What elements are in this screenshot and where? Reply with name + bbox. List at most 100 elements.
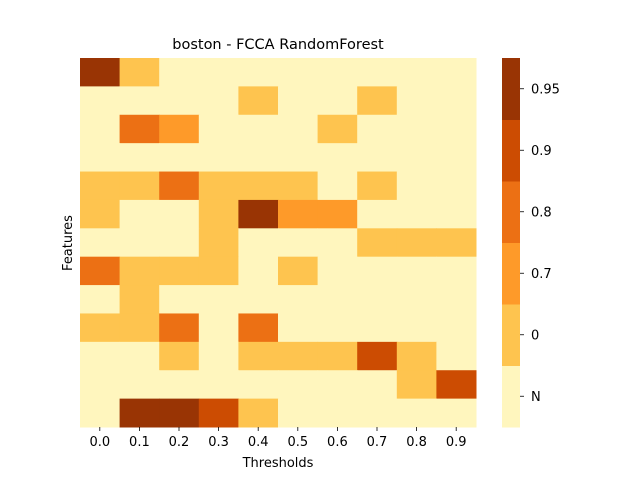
heatmap-cell bbox=[159, 86, 200, 116]
heatmap-cell bbox=[278, 313, 319, 343]
heatmap-cell bbox=[80, 86, 121, 116]
heatmap-cell bbox=[278, 370, 319, 400]
heatmap-cell bbox=[198, 171, 239, 201]
heatmap-cell bbox=[436, 171, 477, 201]
heatmap-cell bbox=[119, 58, 160, 87]
colorbar-segment bbox=[502, 304, 520, 366]
y-axis-label: Features bbox=[61, 215, 76, 271]
heatmap-cell bbox=[238, 341, 279, 371]
heatmap-cell bbox=[198, 370, 239, 400]
heatmap-cell bbox=[119, 228, 160, 258]
x-axis-label: Thresholds bbox=[242, 456, 314, 471]
heatmap-cell bbox=[159, 228, 200, 258]
heatmap-cell bbox=[238, 199, 279, 229]
heatmap-cell bbox=[317, 256, 358, 286]
heatmap-cell bbox=[436, 313, 477, 343]
heatmap-cell bbox=[238, 114, 279, 144]
heatmap-cell bbox=[198, 313, 239, 343]
heatmap-cell bbox=[80, 285, 121, 314]
colorbar: N 0 0.7 0.8 0.9 0.95 bbox=[502, 58, 560, 428]
colorbar-tick-label: 0 bbox=[531, 328, 539, 343]
heatmap-cell bbox=[357, 171, 398, 201]
x-tick-label: 0.9 bbox=[446, 435, 467, 450]
heatmap-cell bbox=[278, 114, 319, 144]
heatmap-cell bbox=[396, 58, 437, 87]
heatmap-cell bbox=[159, 199, 200, 229]
heatmap-cell bbox=[278, 58, 319, 87]
x-tick-label: 0.1 bbox=[129, 435, 150, 450]
heatmap-cell bbox=[278, 199, 319, 229]
x-tick-label: 0.8 bbox=[406, 435, 427, 450]
x-tick-label: 0.5 bbox=[287, 435, 308, 450]
heatmap-cell bbox=[159, 171, 200, 201]
heatmap-cell bbox=[436, 114, 477, 144]
heatmap-cell bbox=[317, 285, 358, 314]
heatmap-cell bbox=[119, 86, 160, 116]
heatmap-cell bbox=[317, 143, 358, 173]
heatmap-cell bbox=[278, 285, 319, 314]
heatmap-cell bbox=[159, 143, 200, 173]
heatmap-cell bbox=[436, 256, 477, 286]
heatmap-cell bbox=[119, 256, 160, 286]
heatmap-cell bbox=[357, 143, 398, 173]
heatmap-cell bbox=[238, 313, 279, 343]
heatmap-cell bbox=[436, 285, 477, 314]
heatmap-cell bbox=[80, 143, 121, 173]
heatmap-cell bbox=[357, 199, 398, 229]
heatmap-cell bbox=[357, 58, 398, 87]
heatmap-cell bbox=[159, 398, 200, 428]
heatmap-cell bbox=[357, 228, 398, 258]
heatmap-cell bbox=[80, 341, 121, 371]
colorbar-tick-label: 0.95 bbox=[531, 82, 560, 97]
heatmap-cell bbox=[357, 256, 398, 286]
heatmap-cell bbox=[396, 171, 437, 201]
heatmap-cell bbox=[317, 313, 358, 343]
colorbar-tick-label: N bbox=[531, 390, 541, 405]
heatmap-cell bbox=[198, 143, 239, 173]
colorbar-segment bbox=[502, 181, 520, 243]
heatmap-cell bbox=[317, 341, 358, 371]
heatmap-cell bbox=[198, 86, 239, 116]
heatmap-cell bbox=[357, 370, 398, 400]
heatmap-cell bbox=[80, 398, 121, 428]
x-axis: 0.0 0.1 0.2 0.3 0.4 0.5 0.6 0.7 0.8 0.9 bbox=[89, 427, 467, 450]
heatmap-cell bbox=[357, 398, 398, 428]
heatmap-cell bbox=[396, 341, 437, 371]
chart-title: boston - FCCA RandomForest bbox=[172, 37, 384, 53]
heatmap-cell bbox=[238, 285, 279, 314]
heatmap-cell bbox=[80, 199, 121, 229]
colorbar-segment bbox=[502, 365, 520, 428]
heatmap-cell bbox=[436, 199, 477, 229]
heatmap-cell bbox=[159, 256, 200, 286]
heatmap-cell bbox=[317, 114, 358, 144]
heatmap-cell bbox=[238, 398, 279, 428]
heatmap-cell bbox=[436, 398, 477, 428]
heatmap-cell bbox=[238, 86, 279, 116]
heatmap-cell bbox=[238, 370, 279, 400]
heatmap-cell bbox=[119, 199, 160, 229]
heatmap-cell bbox=[436, 341, 477, 371]
heatmap-cell bbox=[278, 256, 319, 286]
heatmap-cell bbox=[317, 58, 358, 87]
x-tick-label: 0.3 bbox=[208, 435, 229, 450]
heatmap-cell bbox=[119, 313, 160, 343]
heatmap-cell bbox=[159, 58, 200, 87]
heatmap-cell bbox=[238, 143, 279, 173]
heatmap-cell bbox=[119, 341, 160, 371]
x-tick-label: 0.2 bbox=[169, 435, 190, 450]
colorbar-tick-label: 0.9 bbox=[531, 144, 552, 159]
heatmap-cell bbox=[80, 58, 121, 87]
heatmap-cell bbox=[396, 285, 437, 314]
heatmap-cell bbox=[159, 114, 200, 144]
heatmap-cell bbox=[119, 285, 160, 314]
heatmap-cell bbox=[357, 341, 398, 371]
heatmap-cell bbox=[396, 313, 437, 343]
heatmap-cell bbox=[396, 199, 437, 229]
heatmap-cell bbox=[80, 114, 121, 144]
heatmap-cell bbox=[396, 114, 437, 144]
heatmap-cell bbox=[278, 398, 319, 428]
heatmap-cell bbox=[436, 58, 477, 87]
heatmap-cell bbox=[278, 86, 319, 116]
heatmap-cell bbox=[80, 256, 121, 286]
